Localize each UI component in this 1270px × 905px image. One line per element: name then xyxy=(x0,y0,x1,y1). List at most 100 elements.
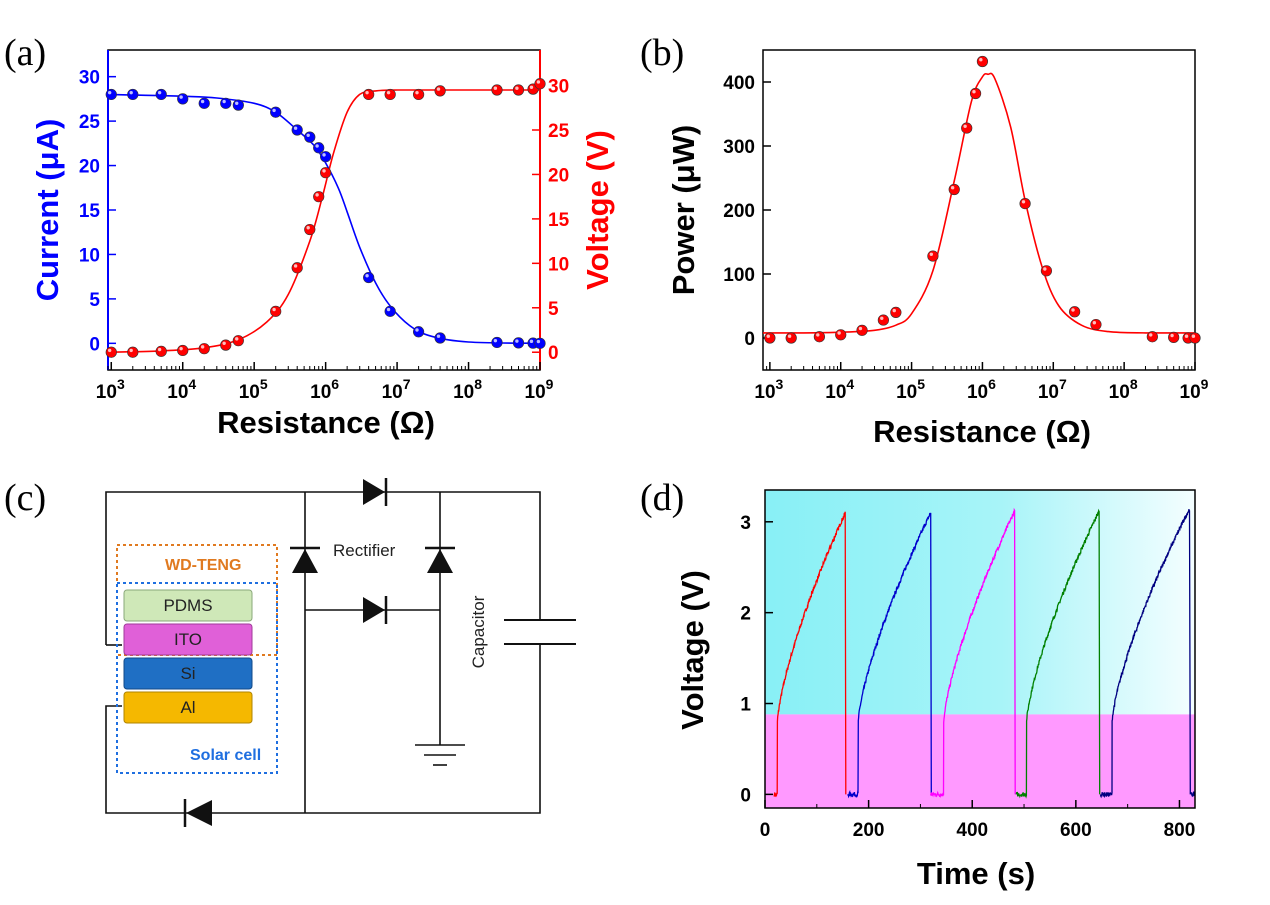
panel-d-plot-frame xyxy=(764,489,1196,809)
point-current xyxy=(270,106,282,118)
x-tick-label: 106 xyxy=(967,376,996,403)
point-current-highlight xyxy=(536,339,541,344)
point-power-highlight xyxy=(1149,333,1153,337)
point-voltage xyxy=(412,88,425,101)
x-tick-label: 107 xyxy=(1038,376,1067,403)
point-power-highlight xyxy=(1071,308,1075,312)
panel-b-fit-curve xyxy=(762,72,1196,334)
point-power xyxy=(948,183,960,196)
point-power-highlight xyxy=(880,316,884,320)
panel-c-circuit: (c) xyxy=(4,477,576,827)
x-tick-label: 108 xyxy=(453,376,482,403)
diode-bottom xyxy=(183,799,212,827)
point-current-highlight xyxy=(515,339,519,343)
point-current-highlight xyxy=(222,99,226,104)
point-voltage xyxy=(512,84,525,96)
x-tick-exponent: 6 xyxy=(331,376,339,392)
x-tick-exponent: 5 xyxy=(260,376,268,392)
panel-c-letter: (c) xyxy=(4,477,46,519)
point-power xyxy=(1019,198,1031,210)
point-voltage xyxy=(384,88,396,101)
x-tick-label: 107 xyxy=(382,376,411,403)
panel-d-charging-curves xyxy=(773,507,1196,799)
panel-b-points xyxy=(764,55,1201,344)
charging-curve xyxy=(1100,509,1196,799)
x-tick-label: 800 xyxy=(1164,820,1196,841)
panel-b-y-axis-title: Power (μW) xyxy=(666,125,701,296)
right-tick-label: 20 xyxy=(548,165,569,186)
y-tick-label: 0 xyxy=(740,785,751,806)
panel-b-x-axis-title: Resistance (Ω) xyxy=(873,414,1091,449)
point-voltage-highlight xyxy=(107,348,112,353)
x-tick-label: 103 xyxy=(754,376,783,403)
point-current xyxy=(512,337,525,349)
capacitor-label: Capacitor xyxy=(469,595,488,668)
y-tick-label: 300 xyxy=(723,137,755,158)
point-current-highlight xyxy=(200,99,205,104)
diode-right xyxy=(425,546,455,573)
point-power-highlight xyxy=(963,124,967,128)
left-tick-label: 15 xyxy=(79,201,101,222)
charging-curve xyxy=(1015,508,1101,799)
x-tick-exponent: 4 xyxy=(846,376,854,392)
solar-cell-box xyxy=(116,582,278,774)
point-current-highlight xyxy=(493,338,498,343)
panel-a-letter: (a) xyxy=(4,32,46,74)
point-current-highlight xyxy=(157,90,162,95)
point-voltage xyxy=(534,78,546,90)
point-voltage-highlight xyxy=(515,86,519,90)
point-power xyxy=(961,122,973,134)
charging-curve xyxy=(930,507,1016,798)
point-current xyxy=(198,97,210,109)
point-current-highlight xyxy=(179,95,183,99)
y-tick-label: 200 xyxy=(723,201,755,222)
left-tick-label: 5 xyxy=(89,290,100,311)
point-power-highlight xyxy=(1191,334,1196,338)
point-power-highlight xyxy=(929,252,934,256)
x-tick-exponent: 8 xyxy=(474,376,482,392)
point-power-highlight xyxy=(816,333,820,337)
x-tick-label: 200 xyxy=(853,820,885,841)
x-tick-exponent: 9 xyxy=(1201,376,1209,392)
point-current xyxy=(155,88,167,101)
layer-ito xyxy=(123,623,253,656)
point-power xyxy=(785,332,797,344)
fit-curve-power xyxy=(762,72,1196,334)
x-tick-label: 105 xyxy=(896,376,925,403)
x-tick-exponent: 7 xyxy=(403,376,411,392)
x-tick-label: 108 xyxy=(1109,376,1138,403)
point-power-highlight xyxy=(787,334,792,338)
x-tick-label: 104 xyxy=(825,376,854,403)
point-voltage-highlight xyxy=(386,90,391,95)
layer-pdms xyxy=(123,589,253,622)
layer-si xyxy=(123,657,253,690)
point-voltage xyxy=(105,346,117,358)
point-power xyxy=(1090,318,1102,331)
point-current-highlight xyxy=(322,153,326,157)
rectifier-label: Rectifier xyxy=(333,541,396,560)
x-tick-exponent: 5 xyxy=(917,376,925,392)
point-current-highlight xyxy=(365,274,369,278)
layer-al xyxy=(123,691,253,724)
layer-al-label: Al xyxy=(180,698,195,717)
point-current-highlight xyxy=(315,144,319,148)
point-current xyxy=(232,99,244,111)
point-voltage xyxy=(434,85,446,97)
point-current xyxy=(105,88,117,101)
panel-a-right-ticks: 0 5 10 15 20 25 30 xyxy=(532,77,570,364)
point-voltage-highlight xyxy=(436,87,441,91)
point-voltage xyxy=(491,84,503,96)
point-voltage xyxy=(220,339,232,351)
point-voltage-highlight xyxy=(179,346,183,351)
point-voltage-highlight xyxy=(306,226,310,230)
point-power-highlight xyxy=(1184,334,1189,338)
panel-d-x-ticks: 0 200 400 600 800 xyxy=(760,800,1196,841)
y-tick-label: 2 xyxy=(740,604,751,625)
wd-teng-label: WD-TENG xyxy=(165,557,241,574)
y-tick-label: 1 xyxy=(740,695,751,716)
point-current xyxy=(534,337,546,349)
point-current xyxy=(363,271,375,284)
point-voltage-highlight xyxy=(293,264,298,268)
right-tick-label: 5 xyxy=(548,299,559,320)
